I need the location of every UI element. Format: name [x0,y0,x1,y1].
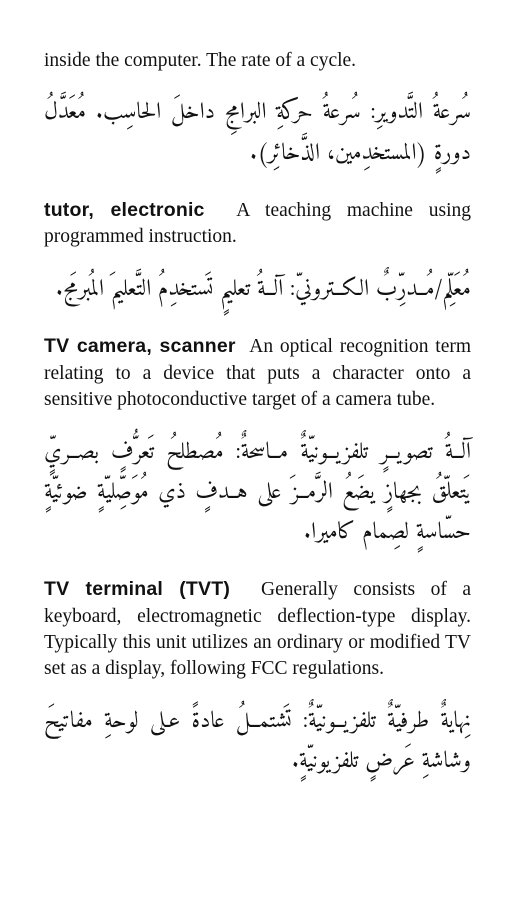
definition-en: inside the computer. The rate of a cycle… [44,48,471,74]
definition-ar: آلــةُ تصويــرٍ تلفزيــونيّةٌ مــاسحةٌ: … [44,433,471,554]
entry-tutor-electronic: tutor, electronic A teaching machine usi… [44,197,471,310]
definition-en: TV camera, scanner An optical recognitio… [44,333,471,413]
definition-en: tutor, electronic A teaching machine usi… [44,197,471,251]
entry-tv-camera-scanner: TV camera, scanner An optical recognitio… [44,333,471,553]
term-label: TV terminal (TVT) [44,578,230,600]
entry-turnaround-continuation: inside the computer. The rate of a cycle… [44,48,471,174]
definition-ar: سُرعةُ التَّدويرِ: سُرعةُ حركةِ البرامجِ… [44,93,471,174]
definition-ar: نِهايةٌ طرفيّةٌ تلفزيــونيّةٌ: تَشتمــلُ… [44,702,471,783]
entry-tv-terminal: TV terminal (TVT) Generally consists of … [44,576,471,782]
definition-ar: مُعَلِّم/مُــدرِّبٌ الكــترونيّ: آلــةُ … [44,270,471,310]
term-label: tutor, electronic [44,199,205,221]
definition-en: TV terminal (TVT) Generally consists of … [44,576,471,682]
term-label: TV camera, scanner [44,335,236,357]
